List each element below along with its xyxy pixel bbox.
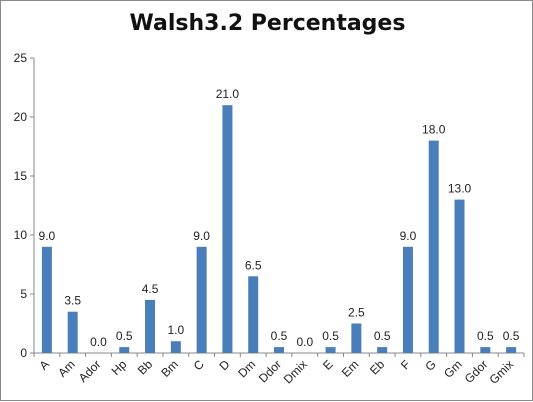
bar-Em [351, 323, 362, 353]
bar-Dm [248, 276, 259, 353]
data-label-Ador: 0.0 [90, 335, 107, 349]
bar-Bm [170, 341, 181, 353]
x-tick-label-Dmix: Dmix [281, 357, 310, 386]
data-label-Ddor: 0.5 [271, 329, 288, 343]
chart-title: Walsh3.2 Percentages [129, 11, 406, 36]
x-tick-label-Gdor: Gdor [462, 357, 491, 386]
data-label-Em: 2.5 [348, 306, 365, 320]
bar-C [196, 246, 207, 353]
bar-Gmix [506, 347, 517, 353]
bar-D [222, 105, 233, 353]
x-tick-label-D: D [217, 357, 233, 373]
data-label-F: 9.0 [400, 229, 417, 243]
x-tick-label-Hp: Hp [109, 357, 130, 378]
x-tick-label-A: A [36, 357, 52, 373]
x-tick-label-Gm: Gm [441, 357, 465, 381]
y-tick-label: 25 [14, 51, 28, 65]
data-label-Gmix: 0.5 [503, 329, 520, 343]
y-tick-label: 20 [14, 110, 28, 124]
data-label-Bb: 4.5 [142, 282, 159, 296]
data-label-Gm: 13.0 [448, 182, 472, 196]
bar-E [325, 347, 336, 353]
data-label-G: 18.0 [422, 123, 446, 137]
data-label-Hp: 0.5 [116, 329, 133, 343]
bar-A [41, 246, 52, 353]
data-label-Bm: 1.0 [167, 323, 184, 337]
x-tick-label-Bb: Bb [135, 357, 156, 378]
bar-Ddor [274, 347, 284, 353]
bar-Hp [119, 347, 130, 353]
bar-Bb [145, 299, 156, 353]
data-label-Dm: 6.5 [245, 258, 262, 272]
bar-G [428, 140, 439, 353]
bar-Eb [377, 347, 388, 353]
x-tick-label-G: G [422, 357, 439, 374]
data-label-D: 21.0 [216, 87, 240, 101]
bar-Gm [454, 199, 465, 353]
y-tick-label: 0 [20, 346, 27, 360]
bar-Am [67, 311, 78, 353]
data-label-Eb: 0.5 [374, 329, 391, 343]
data-label-Am: 3.5 [64, 294, 81, 308]
x-tick-label-Eb: Eb [367, 357, 388, 378]
x-tick-label-Bm: Bm [158, 357, 181, 380]
y-tick-label: 15 [14, 169, 28, 183]
data-label-Dmix: 0.0 [296, 335, 313, 349]
x-tick-label-Ddor: Ddor [256, 357, 284, 385]
data-label-A: 9.0 [39, 229, 56, 243]
x-tick-label-F: F [398, 357, 413, 372]
data-label-C: 9.0 [193, 229, 210, 243]
x-tick-label-Ador: Ador [76, 357, 104, 385]
x-tick-label-C: C [191, 357, 207, 373]
x-tick-label-Gmix: Gmix [487, 357, 517, 387]
x-tick-label-Am: Am [55, 357, 78, 380]
data-label-Gdor: 0.5 [477, 329, 494, 343]
bar-Gdor [480, 347, 491, 353]
x-tick-label-E: E [320, 357, 336, 373]
x-tick-label-Dm: Dm [235, 357, 258, 380]
y-tick-label: 5 [20, 287, 27, 301]
y-tick-label: 10 [14, 228, 28, 242]
bar-F [402, 246, 413, 353]
x-tick-label-Em: Em [339, 357, 362, 380]
data-label-E: 0.5 [322, 329, 339, 343]
